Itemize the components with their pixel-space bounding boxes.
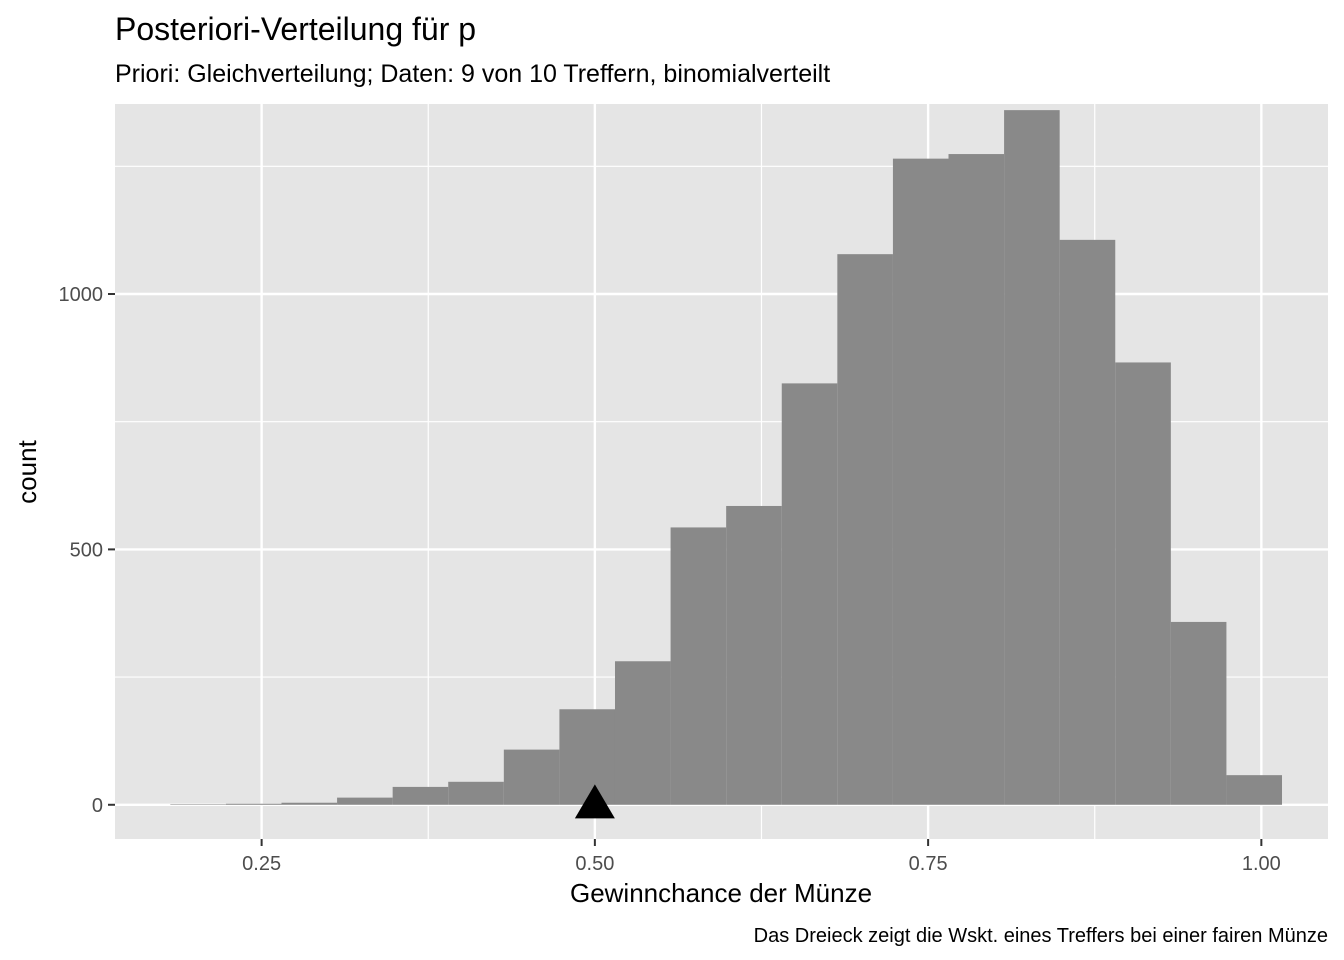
histogram-bar <box>281 802 338 805</box>
histogram-bar <box>892 158 949 805</box>
x-axis: 0.25 0.50 0.75 1.00 <box>242 839 1281 875</box>
histogram-bar <box>170 804 226 805</box>
y-tick-label: 0 <box>92 795 103 817</box>
histogram-bar <box>337 797 393 805</box>
histogram-bar <box>670 527 727 805</box>
fair-coin-triangle-marker <box>574 784 615 819</box>
histogram-bar <box>1059 239 1116 805</box>
marker-layer <box>574 784 615 819</box>
y-axis-title: count <box>12 439 42 503</box>
histogram-bar <box>225 803 282 805</box>
y-axis: 0 500 1000 <box>59 284 115 817</box>
histogram-bar <box>1226 775 1283 805</box>
chart-subtitle: Priori: Gleichverteilung; Daten: 9 von 1… <box>115 60 830 88</box>
histogram-bar <box>781 383 838 805</box>
histogram-bar <box>614 661 671 805</box>
x-tick-label: 0.50 <box>575 853 614 875</box>
histogram-bar <box>1004 110 1060 805</box>
histogram-bar <box>837 254 893 805</box>
histogram-bar <box>503 749 560 805</box>
chart-caption: Das Dreieck zeigt die Wskt. eines Treffe… <box>754 925 1328 947</box>
histogram-bar <box>1170 621 1227 805</box>
histogram-bar <box>726 505 782 805</box>
histogram-bar <box>1115 362 1171 805</box>
chart-title: Posteriori-Verteilung für p <box>115 11 476 47</box>
histogram-bar <box>392 786 449 805</box>
x-tick-label: 0.25 <box>242 853 281 875</box>
y-tick-label: 500 <box>70 539 103 561</box>
histogram-bar <box>448 781 504 805</box>
x-tick-label: 1.00 <box>1242 853 1281 875</box>
y-tick-label: 1000 <box>59 284 104 306</box>
histogram-bar <box>559 709 615 805</box>
histogram-bars <box>170 110 1283 805</box>
histogram-bar <box>948 154 1005 805</box>
x-axis-title: Gewinnchance der Münze <box>570 878 872 908</box>
x-tick-label: 0.75 <box>909 853 948 875</box>
